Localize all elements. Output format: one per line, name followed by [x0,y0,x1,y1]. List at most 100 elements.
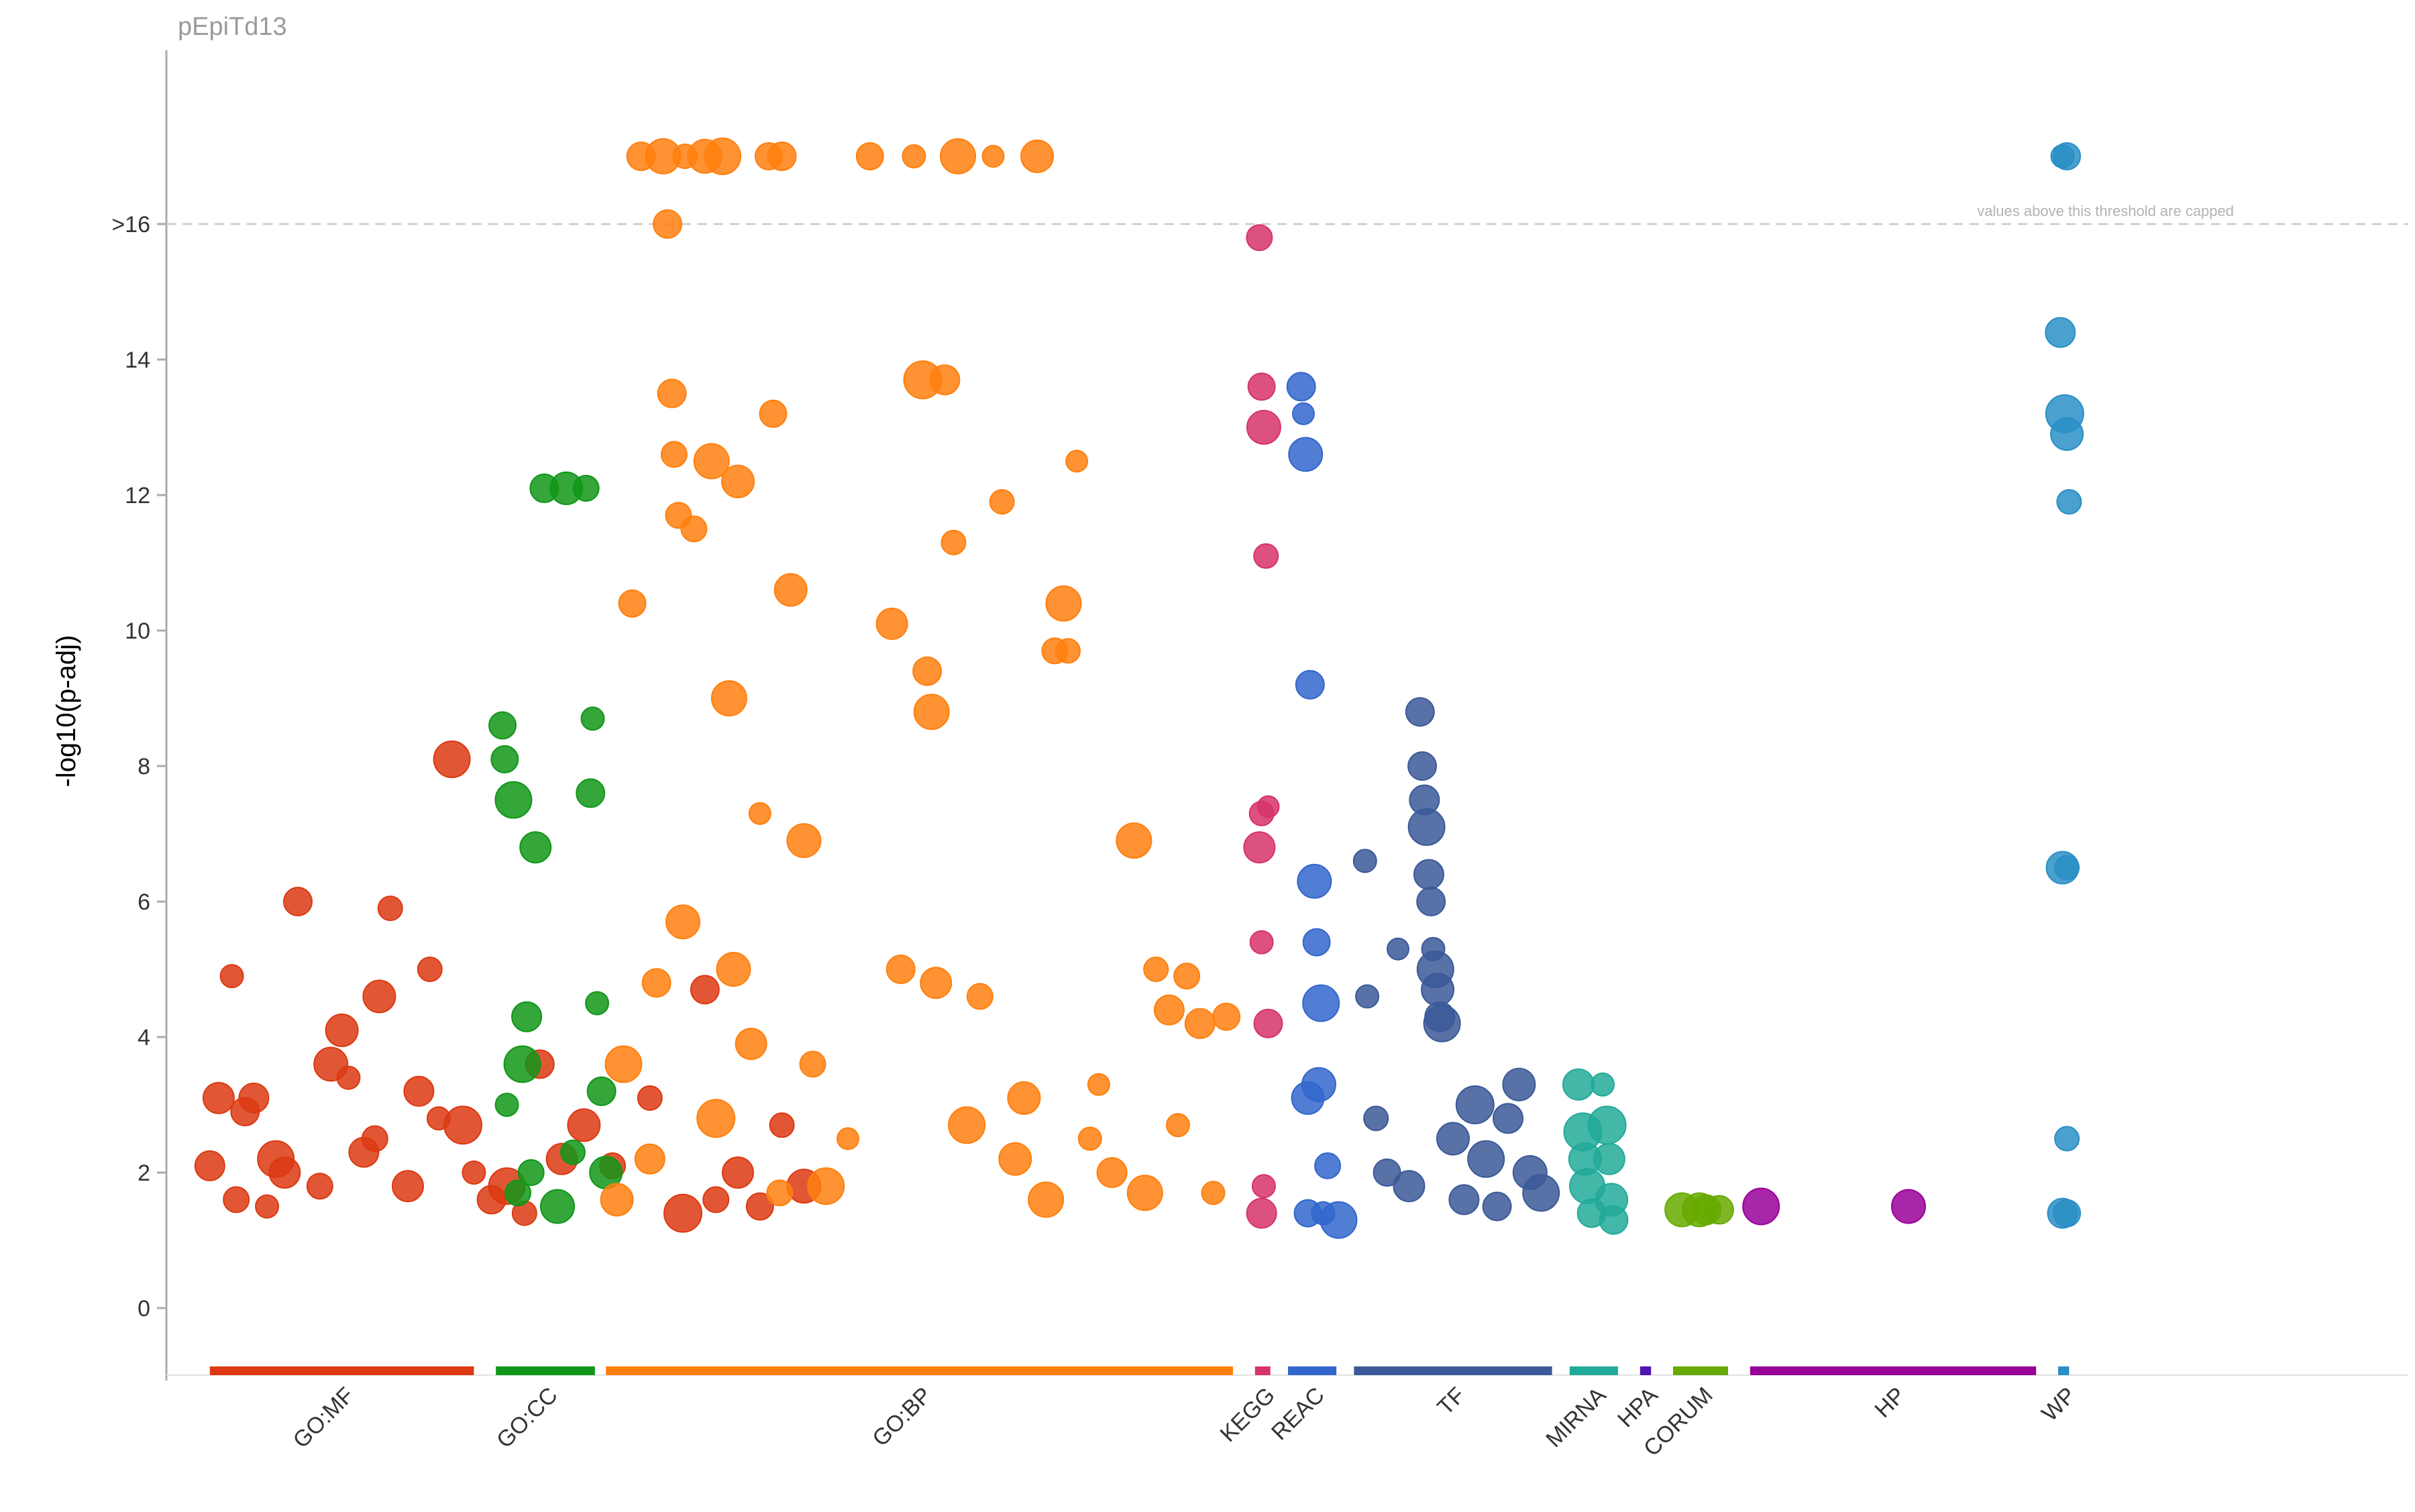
data-point [663,1193,702,1233]
data-point [1020,140,1055,173]
data-point [1591,1072,1615,1097]
data-point [1455,1085,1495,1124]
data-point [716,952,751,987]
data-point [660,441,688,468]
data-point [1201,1181,1226,1205]
data-point [1184,1008,1216,1039]
data-point [1423,1004,1461,1042]
data-point [306,1173,333,1200]
data-point [989,489,1015,515]
data-point [268,1156,301,1189]
data-point [696,1099,736,1138]
data-point [585,991,610,1016]
y-tick-label: 6 [138,889,150,915]
data-point [1295,669,1325,700]
data-point [1247,372,1276,401]
data-point [941,529,967,555]
source-bars-group [209,1366,2070,1375]
source-bar [209,1366,474,1375]
data-point [1045,585,1082,622]
data-point [517,1159,545,1186]
source-label: TF [1432,1383,1470,1420]
data-point [1405,697,1435,727]
data-point [721,464,755,498]
source-bar [1673,1366,1728,1375]
source-bar [1750,1366,2037,1375]
data-point [875,607,908,640]
data-point [540,1189,576,1224]
data-point [710,680,747,716]
data-point [912,656,943,686]
data-point [325,1013,359,1047]
y-tick-label: 8 [138,754,150,779]
data-point [745,1192,774,1221]
data-point [1587,1105,1627,1145]
data-point [1363,1105,1389,1132]
data-point [1096,1157,1128,1188]
data-point [634,1143,665,1175]
y-tick-label: 12 [125,483,150,508]
data-point [618,589,647,618]
data-point [336,1065,361,1090]
data-point [1482,1191,1512,1222]
data-point [855,142,884,170]
data-point [773,573,808,607]
source-label: REAC [1267,1383,1330,1446]
data-point [1253,543,1279,569]
data-point [1320,1201,1358,1239]
data-point [494,1093,519,1117]
source-bar [606,1366,1233,1375]
data-point [665,904,700,940]
data-point [255,1194,280,1219]
data-point [1246,410,1281,445]
data-point [2054,1126,2080,1152]
data-point [2056,489,2082,515]
data-point [1413,859,1444,890]
data-point [194,1150,225,1181]
data-point [1246,1197,1277,1229]
data-point [657,378,687,409]
data-point [1467,1140,1505,1178]
data-point [1256,795,1280,818]
data-point [392,1170,424,1203]
data-point [511,1001,543,1032]
data-point [2053,142,2082,170]
data-point [572,474,600,502]
data-point [1522,1174,1560,1212]
data-point [1562,1068,1595,1101]
data-point [1028,1181,1065,1218]
data-point [641,968,672,998]
data-point [766,1179,794,1207]
data-point [600,1183,634,1217]
data-point [2054,855,2080,881]
data-point [560,1139,586,1165]
data-point [1742,1187,1780,1226]
data-point [1599,1205,1629,1235]
data-point [1055,638,1081,664]
source-label: GO:MF [288,1383,360,1454]
data-point [1143,957,1169,982]
data-point [580,706,605,731]
data-point [1355,984,1380,1009]
data-point [1291,1081,1325,1115]
data-point [1166,1113,1190,1138]
data-point [604,1045,643,1083]
data-point [223,1186,250,1213]
data-point [807,1167,845,1205]
data-point [1297,863,1332,899]
data-point [1421,973,1455,1007]
source-label: GO:BP [867,1383,936,1452]
data-point [503,1045,541,1083]
source-bar [1569,1366,1618,1375]
data-point [1436,1122,1470,1156]
source-label: KEGG [1216,1383,1280,1447]
data-point [1502,1067,1536,1101]
data-point [238,1082,270,1114]
source-bar [496,1366,595,1375]
data-point [786,823,822,859]
y-tick-label: >16 [111,212,150,237]
data-point [1153,994,1185,1026]
source-bar [1354,1366,1552,1375]
data-point [704,138,742,175]
